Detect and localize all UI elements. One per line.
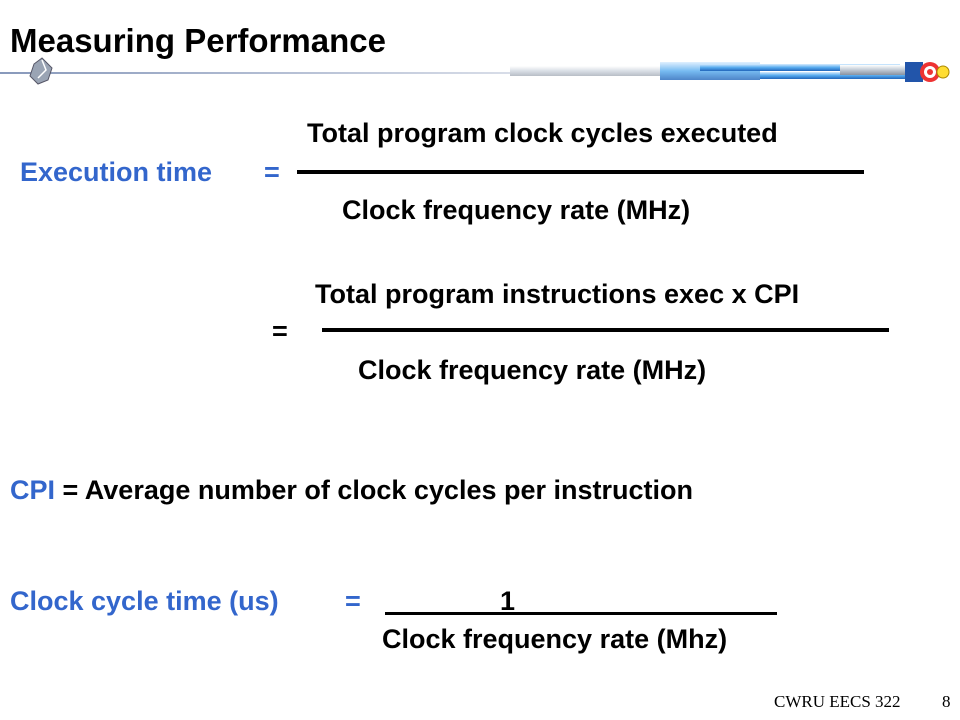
formula2-denominator: Clock frequency rate (MHz) <box>358 355 707 385</box>
page-number: 8 <box>942 692 951 711</box>
target-end-icon <box>920 62 950 82</box>
cpi-definition-text: = Average number of clock cycles per ins… <box>62 475 693 505</box>
formula3-fraction-bar <box>385 612 777 615</box>
cpi-term: CPI <box>10 475 56 505</box>
formula1-fraction-bar <box>297 170 864 174</box>
formula2-equals: = <box>272 316 288 346</box>
formula3-numerator: 1 <box>500 586 516 616</box>
formula1-equals: = <box>264 157 280 187</box>
clock-cycle-time-label: Clock cycle time (us) <box>10 586 279 616</box>
formula2-fraction-bar <box>322 328 889 332</box>
formula1-denominator: Clock frequency rate (MHz) <box>342 195 691 225</box>
execution-time-label: Execution time <box>20 157 213 187</box>
shield-logo-icon <box>29 57 53 85</box>
formula2-numerator: Total program instructions exec x CPI <box>315 279 800 309</box>
footer-course: CWRU EECS 322 <box>774 692 901 711</box>
header-decoration <box>0 57 950 85</box>
formula3-equals: = <box>345 586 361 616</box>
slide-title: Measuring Performance <box>10 22 386 59</box>
formula3-denominator: Clock frequency rate (Mhz) <box>382 624 728 654</box>
formula1-numerator: Total program clock cycles executed <box>307 118 778 148</box>
cpi-definition: CPI = Average number of clock cycles per… <box>10 477 693 504</box>
